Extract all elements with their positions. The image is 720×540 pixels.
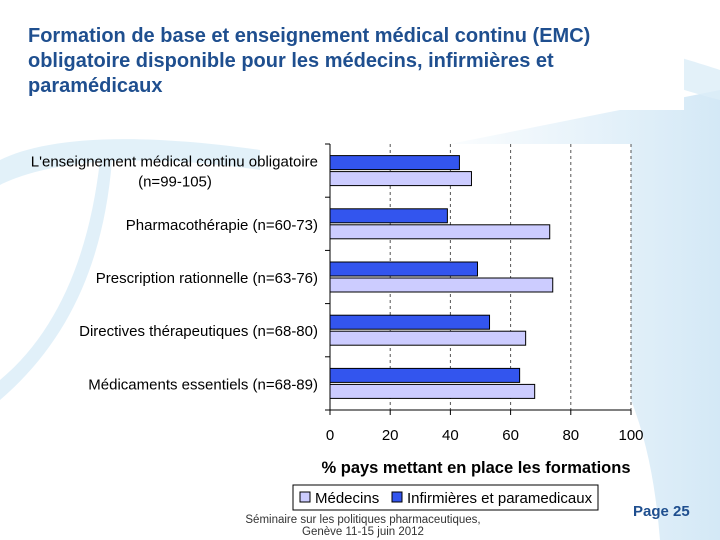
plot-area	[330, 144, 631, 410]
bar	[329, 171, 472, 187]
footer-line-2: Genève 11-15 juin 2012	[302, 526, 424, 538]
legend-box	[292, 484, 599, 511]
bar	[329, 330, 527, 346]
slide-title: Formation de base et enseignement médica…	[28, 25, 591, 97]
page-number: Page 25	[633, 503, 690, 520]
bar	[329, 208, 448, 224]
category-label: Pharmacothérapie (n=60-73)	[126, 217, 318, 234]
x-tick-label: 60	[502, 427, 519, 444]
bar	[329, 367, 521, 383]
legend-swatch	[299, 491, 311, 503]
x-tick-label: 0	[326, 427, 334, 444]
x-axis-title: % pays mettant en place les formations	[321, 459, 630, 477]
footer-line-1: Séminaire sur les politiques pharmaceuti…	[245, 514, 481, 526]
category-label: Médicaments essentiels (n=68-89)	[88, 376, 318, 393]
bar	[329, 224, 551, 240]
x-tick-label: 100	[618, 427, 643, 444]
bar	[329, 383, 536, 399]
bar	[329, 155, 460, 171]
legend-label: Infirmières et paramedicaux	[407, 490, 593, 507]
footer: Séminaire sur les politiques pharmaceuti…	[228, 514, 498, 538]
category-label: L'enseignement médical continu obligatoi…	[31, 154, 318, 171]
legend-label: Médecins	[315, 490, 379, 507]
x-tick-label: 80	[562, 427, 579, 444]
bar	[329, 314, 491, 330]
legend-swatch	[391, 491, 403, 503]
x-tick-label: 20	[382, 427, 399, 444]
title-panel	[20, 18, 684, 110]
bar	[329, 261, 478, 277]
category-label: (n=99-105)	[138, 174, 212, 191]
x-tick-label: 40	[442, 427, 459, 444]
bar	[329, 277, 554, 293]
category-label: Prescription rationnelle (n=63-76)	[96, 270, 318, 287]
category-label: Directives thérapeutiques (n=68-80)	[79, 323, 318, 340]
